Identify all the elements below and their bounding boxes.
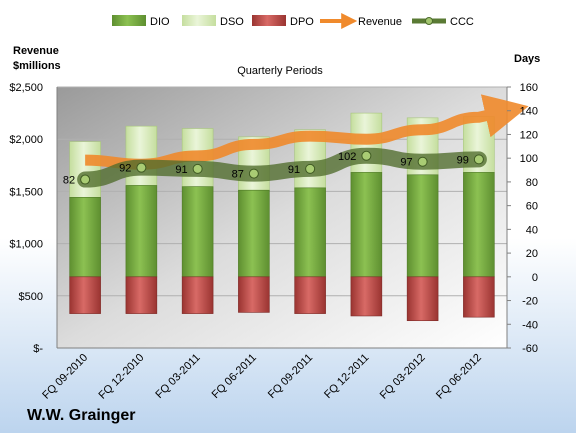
bar-dpo: [463, 276, 495, 318]
ccc-point: [361, 150, 372, 161]
bar-dso: [69, 141, 101, 198]
legend-swatch-dso: [182, 15, 216, 26]
bar-dpo: [125, 276, 158, 314]
right-tick-label: 100: [520, 153, 538, 165]
ccc-point: [417, 156, 428, 167]
bar-dpo: [294, 276, 326, 314]
right-tick-label: -20: [522, 296, 538, 308]
left-tick-label: $2,500: [9, 82, 43, 94]
left-tick-label: $1,000: [9, 239, 43, 251]
bar-dio: [294, 187, 326, 278]
legend-swatch-dpo: [252, 15, 286, 26]
ccc-data-label: 82: [63, 175, 75, 187]
legend-label-revenue: Revenue: [358, 16, 402, 28]
legend-swatch-ccc-marker: [425, 17, 433, 25]
bar-dio: [406, 174, 439, 278]
ccc-data-label: 99: [457, 154, 469, 166]
legend-label-ccc: CCC: [450, 16, 474, 28]
bar-dio: [463, 172, 495, 278]
bar-dio: [69, 197, 101, 278]
right-axis-ticks: -60 -40 -20 0 20 40 60 80 100 120 140 160: [507, 82, 538, 355]
company-name: W.W. Grainger: [27, 407, 135, 424]
ccc-data-label: 91: [175, 164, 187, 176]
ccc-data-label: 97: [400, 157, 412, 169]
legend-swatch-dio: [112, 15, 146, 26]
ccc-point: [80, 174, 91, 185]
ccc-point: [192, 163, 203, 174]
ccc-data-label: 87: [232, 169, 244, 181]
ccc-point: [305, 163, 316, 174]
chart-title: Quarterly Periods: [237, 65, 323, 77]
right-axis-label: Days: [514, 53, 540, 65]
right-tick-label: 160: [520, 82, 538, 94]
left-tick-label: $1,500: [9, 186, 43, 198]
legend-label-dpo: DPO: [290, 16, 314, 28]
legend-label-dso: DSO: [220, 16, 244, 28]
left-axis-label-line-2: $millions: [13, 60, 61, 72]
ccc-point: [473, 154, 484, 165]
right-tick-label: -60: [522, 343, 538, 355]
right-tick-label: 0: [532, 272, 538, 284]
bar-dpo: [181, 276, 214, 314]
bar-dio: [181, 186, 214, 278]
left-tick-label: $-: [33, 343, 43, 355]
left-axis-label-line-1: Revenue: [13, 45, 59, 57]
right-tick-label: 120: [520, 129, 538, 141]
legend: DIO DSO DPO Revenue CCC: [112, 13, 474, 29]
ccc-point: [136, 162, 147, 173]
right-tick-label: 40: [526, 224, 538, 236]
bar-dpo: [350, 276, 383, 317]
right-tick-label: 80: [526, 177, 538, 189]
bar-dio: [350, 172, 383, 278]
left-tick-label: $500: [19, 291, 43, 303]
ccc-point: [248, 168, 259, 179]
left-axis-ticks: $- $500 $1,000 $1,500 $2,000 $2,500: [9, 82, 43, 355]
right-tick-label: 20: [526, 248, 538, 260]
right-tick-label: 140: [520, 106, 538, 118]
bar-dio: [125, 185, 158, 278]
ccc-data-label: 91: [288, 164, 300, 176]
ccc-data-label: 92: [119, 163, 131, 175]
left-tick-label: $2,000: [9, 134, 43, 146]
bar-dpo: [69, 276, 101, 314]
bar-dpo: [406, 276, 439, 322]
bar-dpo: [238, 276, 270, 313]
ccc-data-label: 102: [338, 151, 356, 163]
ccc-line: 82 92 91 87 91 102 97 99: [63, 147, 487, 188]
right-tick-label: -40: [522, 319, 538, 331]
legend-label-dio: DIO: [150, 16, 170, 28]
bar-dso: [125, 125, 158, 186]
bar-dio: [238, 189, 270, 278]
right-tick-label: 60: [526, 201, 538, 213]
